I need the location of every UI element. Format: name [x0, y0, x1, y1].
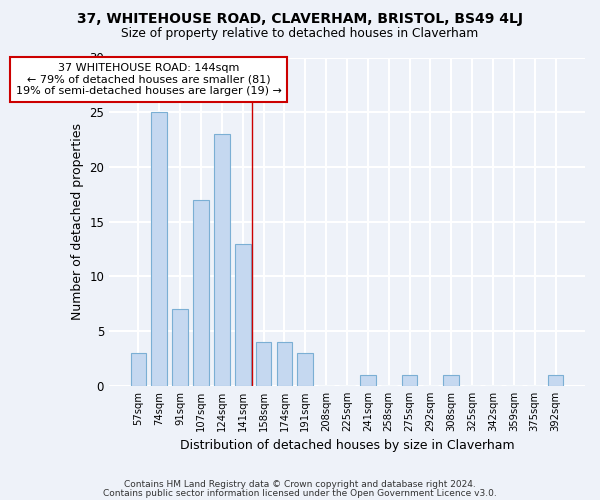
Bar — [256, 342, 271, 386]
Bar — [214, 134, 230, 386]
Bar — [193, 200, 209, 386]
Y-axis label: Number of detached properties: Number of detached properties — [71, 123, 83, 320]
Bar — [298, 353, 313, 386]
Bar — [548, 375, 563, 386]
Bar — [131, 353, 146, 386]
Text: 37 WHITEHOUSE ROAD: 144sqm
← 79% of detached houses are smaller (81)
19% of semi: 37 WHITEHOUSE ROAD: 144sqm ← 79% of deta… — [16, 63, 282, 96]
Bar — [172, 310, 188, 386]
Text: Size of property relative to detached houses in Claverham: Size of property relative to detached ho… — [121, 28, 479, 40]
X-axis label: Distribution of detached houses by size in Claverham: Distribution of detached houses by size … — [179, 440, 514, 452]
Text: 37, WHITEHOUSE ROAD, CLAVERHAM, BRISTOL, BS49 4LJ: 37, WHITEHOUSE ROAD, CLAVERHAM, BRISTOL,… — [77, 12, 523, 26]
Bar — [277, 342, 292, 386]
Bar — [235, 244, 251, 386]
Text: Contains HM Land Registry data © Crown copyright and database right 2024.: Contains HM Land Registry data © Crown c… — [124, 480, 476, 489]
Bar — [402, 375, 418, 386]
Bar — [360, 375, 376, 386]
Bar — [151, 112, 167, 386]
Bar — [443, 375, 459, 386]
Text: Contains public sector information licensed under the Open Government Licence v3: Contains public sector information licen… — [103, 488, 497, 498]
